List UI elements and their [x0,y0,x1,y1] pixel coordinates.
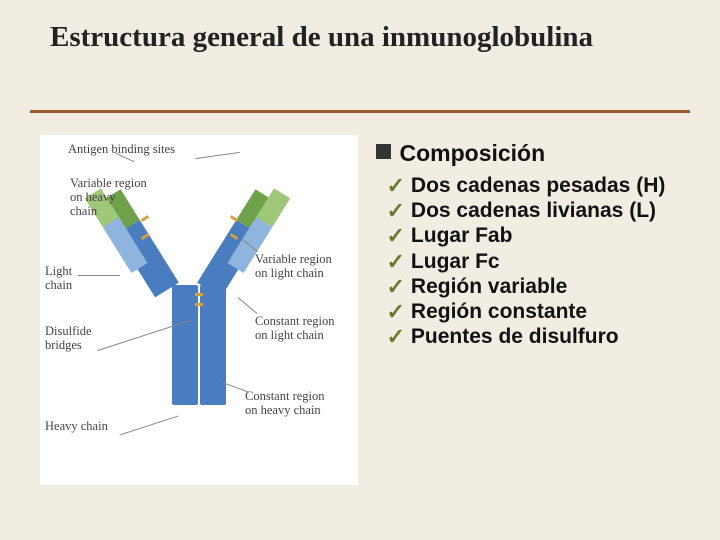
check-icon: ✓ [386,326,404,348]
label-constant-heavy: Constant region on heavy chain [245,390,325,418]
item-text: Lugar Fc [411,249,500,274]
item-text: Región variable [411,274,567,299]
item-text: Puentes de disulfuro [411,324,619,349]
heading-text: Composición [399,140,545,167]
title-underline [30,110,690,113]
label-constant-light: Constant region on light chain [255,315,335,343]
content-area: Antigen binding sites Variable region on… [40,135,690,485]
text-panel: Composición ✓ Dos cadenas pesadas (H) ✓ … [376,135,690,485]
check-icon: ✓ [386,251,404,273]
list-item: ✓ Lugar Fc [386,249,690,274]
item-text: Región constante [411,299,587,324]
list-item: ✓ Lugar Fab [386,223,690,248]
item-text: Dos cadenas pesadas (H) [411,173,665,198]
heading-row: Composición [376,140,690,167]
label-variable-heavy: Variable region on heavy chain [70,177,147,218]
list-item: ✓ Región constante [386,299,690,324]
label-heavy-chain: Heavy chain [45,420,108,434]
list-item: ✓ Dos cadenas livianas (L) [386,198,690,223]
list-item: ✓ Dos cadenas pesadas (H) [386,173,690,198]
title-block: Estructura general de una inmunoglobulin… [0,0,640,54]
check-icon: ✓ [386,276,404,298]
label-disulfide: Disulfide bridges [45,325,92,353]
item-text: Lugar Fab [411,223,513,248]
check-icon: ✓ [386,301,404,323]
list-item: ✓ Puentes de disulfuro [386,324,690,349]
slide-title: Estructura general de una inmunoglobulin… [50,22,640,54]
square-bullet-icon [376,144,391,159]
immunoglobulin-diagram: Antigen binding sites Variable region on… [40,135,358,485]
label-variable-light: Variable region on light chain [255,253,332,281]
label-light-chain: Light chain [45,265,72,293]
list-item: ✓ Región variable [386,274,690,299]
item-text: Dos cadenas livianas (L) [411,198,656,223]
check-icon: ✓ [386,175,404,197]
check-icon: ✓ [386,200,404,222]
check-icon: ✓ [386,225,404,247]
